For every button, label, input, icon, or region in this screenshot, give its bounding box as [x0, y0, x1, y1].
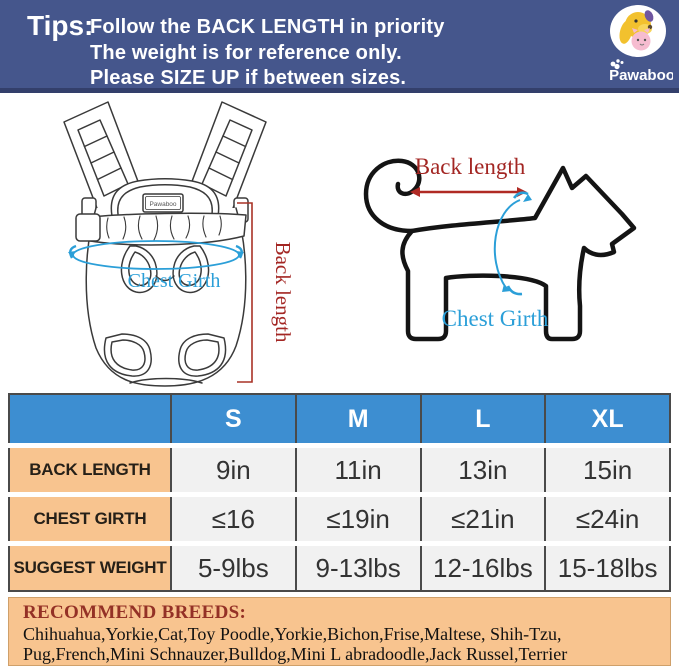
suggest-weight-l: 12-16lbs — [419, 541, 546, 591]
dog-body — [400, 165, 637, 342]
pawaboo-logo: Pawaboo — [605, 4, 675, 88]
row-label-suggest-weight: SUGGEST WEIGHT — [9, 541, 171, 591]
pawaboo-logo-icon: Pawaboo — [609, 5, 675, 84]
chest-girth-l: ≤21in — [419, 492, 546, 544]
suggest-weight-xl: 15-18lbs — [544, 541, 670, 591]
measurement-diagrams: Pawaboo Chest Girth Back length Back len… — [0, 93, 679, 393]
carrier-chest-girth-label: Chest Girth — [128, 270, 221, 292]
size-header-xl: XL — [544, 394, 670, 446]
dog-back-length-arrow — [410, 187, 527, 197]
chest-girth-xl: ≤24in — [544, 492, 670, 544]
recommend-breeds-box: RECOMMEND BREEDS: Chihuahua,Yorkie,Cat,T… — [8, 597, 671, 666]
tips-banner: Tips: Follow the BACK LENGTH in priority… — [0, 0, 679, 93]
carrier-patch-label: Pawaboo — [149, 201, 176, 208]
logo-brand-text: Pawaboo — [609, 67, 673, 84]
size-header-m: M — [294, 394, 421, 446]
table-row-back-length: BACK LENGTH 9in 11in 13in 15in — [9, 443, 670, 495]
back-length-m: 11in — [294, 443, 421, 495]
dog-chest-girth-label: Chest Girth — [442, 306, 549, 331]
breeds-line-2: Pug,French,Mini Schnauzer,Bulldog,Mini L… — [23, 644, 568, 664]
dog-diagram: Back length Chest Girth — [363, 154, 637, 342]
row-label-chest-girth: CHEST GIRTH — [9, 492, 171, 544]
size-header-row: S M L XL — [9, 394, 670, 446]
dog-tail — [363, 158, 422, 234]
carrier-back-length-label: Back length — [271, 242, 295, 343]
back-length-s: 9in — [170, 443, 296, 495]
suggest-weight-m: 9-13lbs — [294, 541, 421, 591]
row-label-back-length: BACK LENGTH — [9, 443, 171, 495]
chest-girth-s: ≤16 — [170, 492, 296, 544]
dog-chest-girth-line — [493, 191, 532, 296]
breeds-line-1: Chihuahua,Yorkie,Cat,Toy Poodle,Yorkie,B… — [23, 624, 562, 644]
back-length-l: 13in — [419, 443, 546, 495]
tips-label: Tips: — [27, 10, 94, 41]
recommend-breeds-title: RECOMMEND BREEDS: — [23, 602, 247, 623]
back-length-xl: 15in — [544, 443, 670, 495]
carrier-back-length-bracket — [237, 202, 253, 383]
size-header-empty — [9, 394, 171, 446]
suggest-weight-s: 5-9lbs — [170, 541, 296, 591]
tip-line-3: Please SIZE UP if between sizes. — [90, 67, 407, 89]
carrier-chest-girth-line — [68, 240, 244, 270]
size-chart-table: S M L XL BACK LENGTH 9in 11in 13in 15in … — [8, 393, 671, 592]
table-row-chest-girth: CHEST GIRTH ≤16 ≤19in ≤21in ≤24in — [9, 492, 670, 544]
chest-girth-m: ≤19in — [294, 492, 421, 544]
table-row-suggest-weight: SUGGEST WEIGHT 5-9lbs 9-13lbs 12-16lbs 1… — [9, 541, 670, 591]
carrier-diagram: Pawaboo Chest Girth Back length — [63, 101, 295, 387]
dog-back-length-label: Back length — [415, 154, 526, 179]
tip-line-2: The weight is for reference only. — [90, 42, 402, 64]
size-header-l: L — [419, 394, 546, 446]
tip-line-1: Follow the BACK LENGTH in priority — [90, 16, 445, 38]
size-header-s: S — [170, 394, 296, 446]
